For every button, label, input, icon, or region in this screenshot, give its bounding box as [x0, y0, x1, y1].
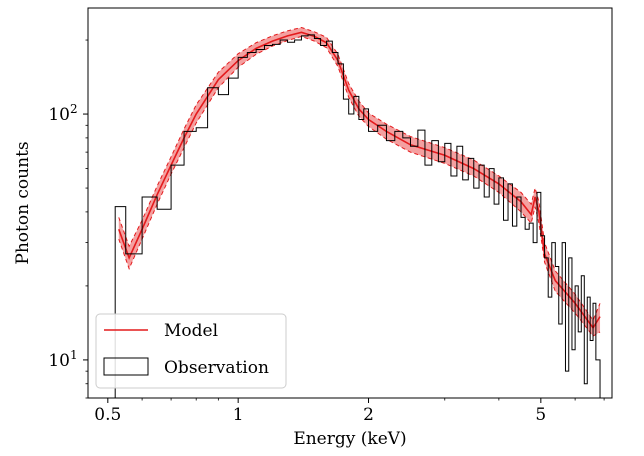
axis-ticks: 0.5 1 2 5 101 102: [48, 39, 605, 425]
model-confidence-band: [118, 27, 601, 337]
legend: Model Observation: [95, 313, 287, 389]
y-tick-label: 101: [48, 348, 77, 371]
plot-content: [114, 26, 601, 398]
x-tick-label: 2: [363, 405, 374, 425]
observation-step-line: [114, 34, 601, 398]
x-axis-label: Energy (keV): [293, 429, 406, 449]
y-tick-label: 102: [48, 102, 77, 125]
legend-box: [95, 313, 287, 389]
legend-model-label: Model: [164, 321, 218, 341]
legend-observation-label: Observation: [164, 358, 269, 378]
x-tick-label: 0.5: [94, 405, 121, 425]
x-tick-label: 1: [233, 405, 244, 425]
y-axis-label: Photon counts: [13, 141, 33, 264]
model-band-lower-edge: [118, 35, 601, 337]
plot-area: [114, 26, 601, 398]
model-line: [118, 31, 601, 330]
x-tick-label: 5: [535, 405, 546, 425]
plot-frame: [87, 7, 613, 399]
legend-observation-swatch: [103, 357, 149, 376]
model-band-upper-edge: [118, 26, 601, 322]
